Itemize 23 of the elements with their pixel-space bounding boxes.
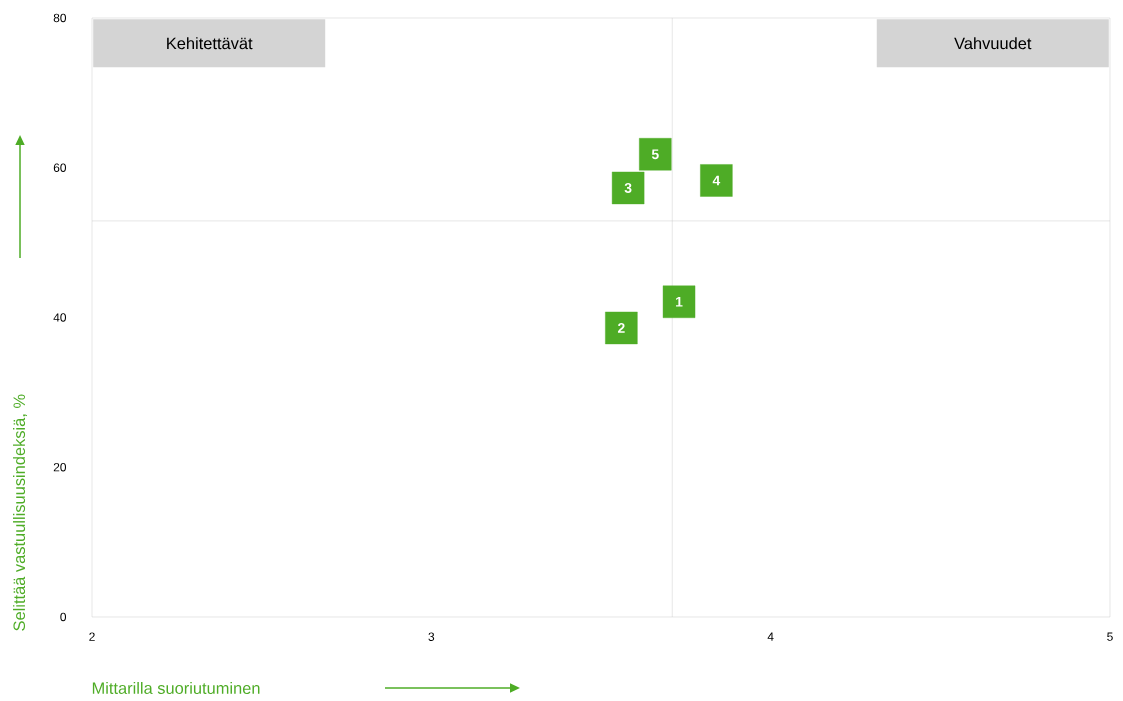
x-axis-title: Mittarilla suoriutuminen <box>92 681 260 695</box>
point <box>605 311 638 345</box>
annotation: Vahvuudet <box>954 37 1032 50</box>
point <box>611 171 645 205</box>
x-tick-label: 3 <box>428 632 435 641</box>
x-tick-label: 4 <box>767 632 774 641</box>
y-tick-label: 80 <box>53 13 67 23</box>
annotation: 2 <box>617 323 625 333</box>
y-axis-title: Selittää vastuullisuusindeksiä, % <box>13 394 28 631</box>
x-tick-label: 5 <box>1107 632 1113 641</box>
point <box>639 138 672 171</box>
point <box>700 164 733 197</box>
y-tick-label: 20 <box>53 463 67 472</box>
annotation: 5 <box>651 149 659 160</box>
y-tick-label: 0 <box>60 612 67 622</box>
annotation: 4 <box>712 175 721 186</box>
y-tick-label: 60 <box>53 163 67 172</box>
y-tick-label: 40 <box>53 313 67 322</box>
annotation: 1 <box>676 296 683 307</box>
x-tick-label: 2 <box>89 632 95 641</box>
annotation: Kehitettävät <box>167 37 253 50</box>
point <box>662 285 696 318</box>
annotation: 3 <box>624 182 632 193</box>
